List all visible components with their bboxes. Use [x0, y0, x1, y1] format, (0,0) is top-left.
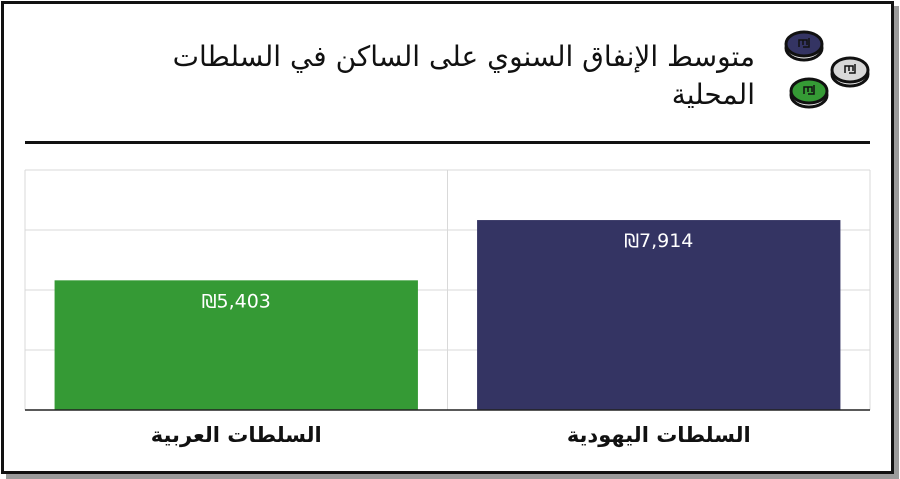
bar: [54, 280, 418, 410]
category-label: السلطات اليهودية: [567, 423, 751, 447]
shekel-coins-icon: [784, 30, 870, 109]
bar: [477, 220, 841, 410]
data-label: ₪5,403: [202, 290, 271, 312]
title-divider: [25, 141, 870, 144]
coin-grey: [830, 56, 870, 88]
data-label: ₪7,914: [624, 230, 693, 252]
category-label: السلطات العربية: [151, 423, 322, 447]
coin-green: [789, 77, 829, 109]
coin-navy: [784, 30, 824, 62]
chart-title: متوسط الإنفاق السنوي على الساكن في السلط…: [172, 40, 755, 111]
